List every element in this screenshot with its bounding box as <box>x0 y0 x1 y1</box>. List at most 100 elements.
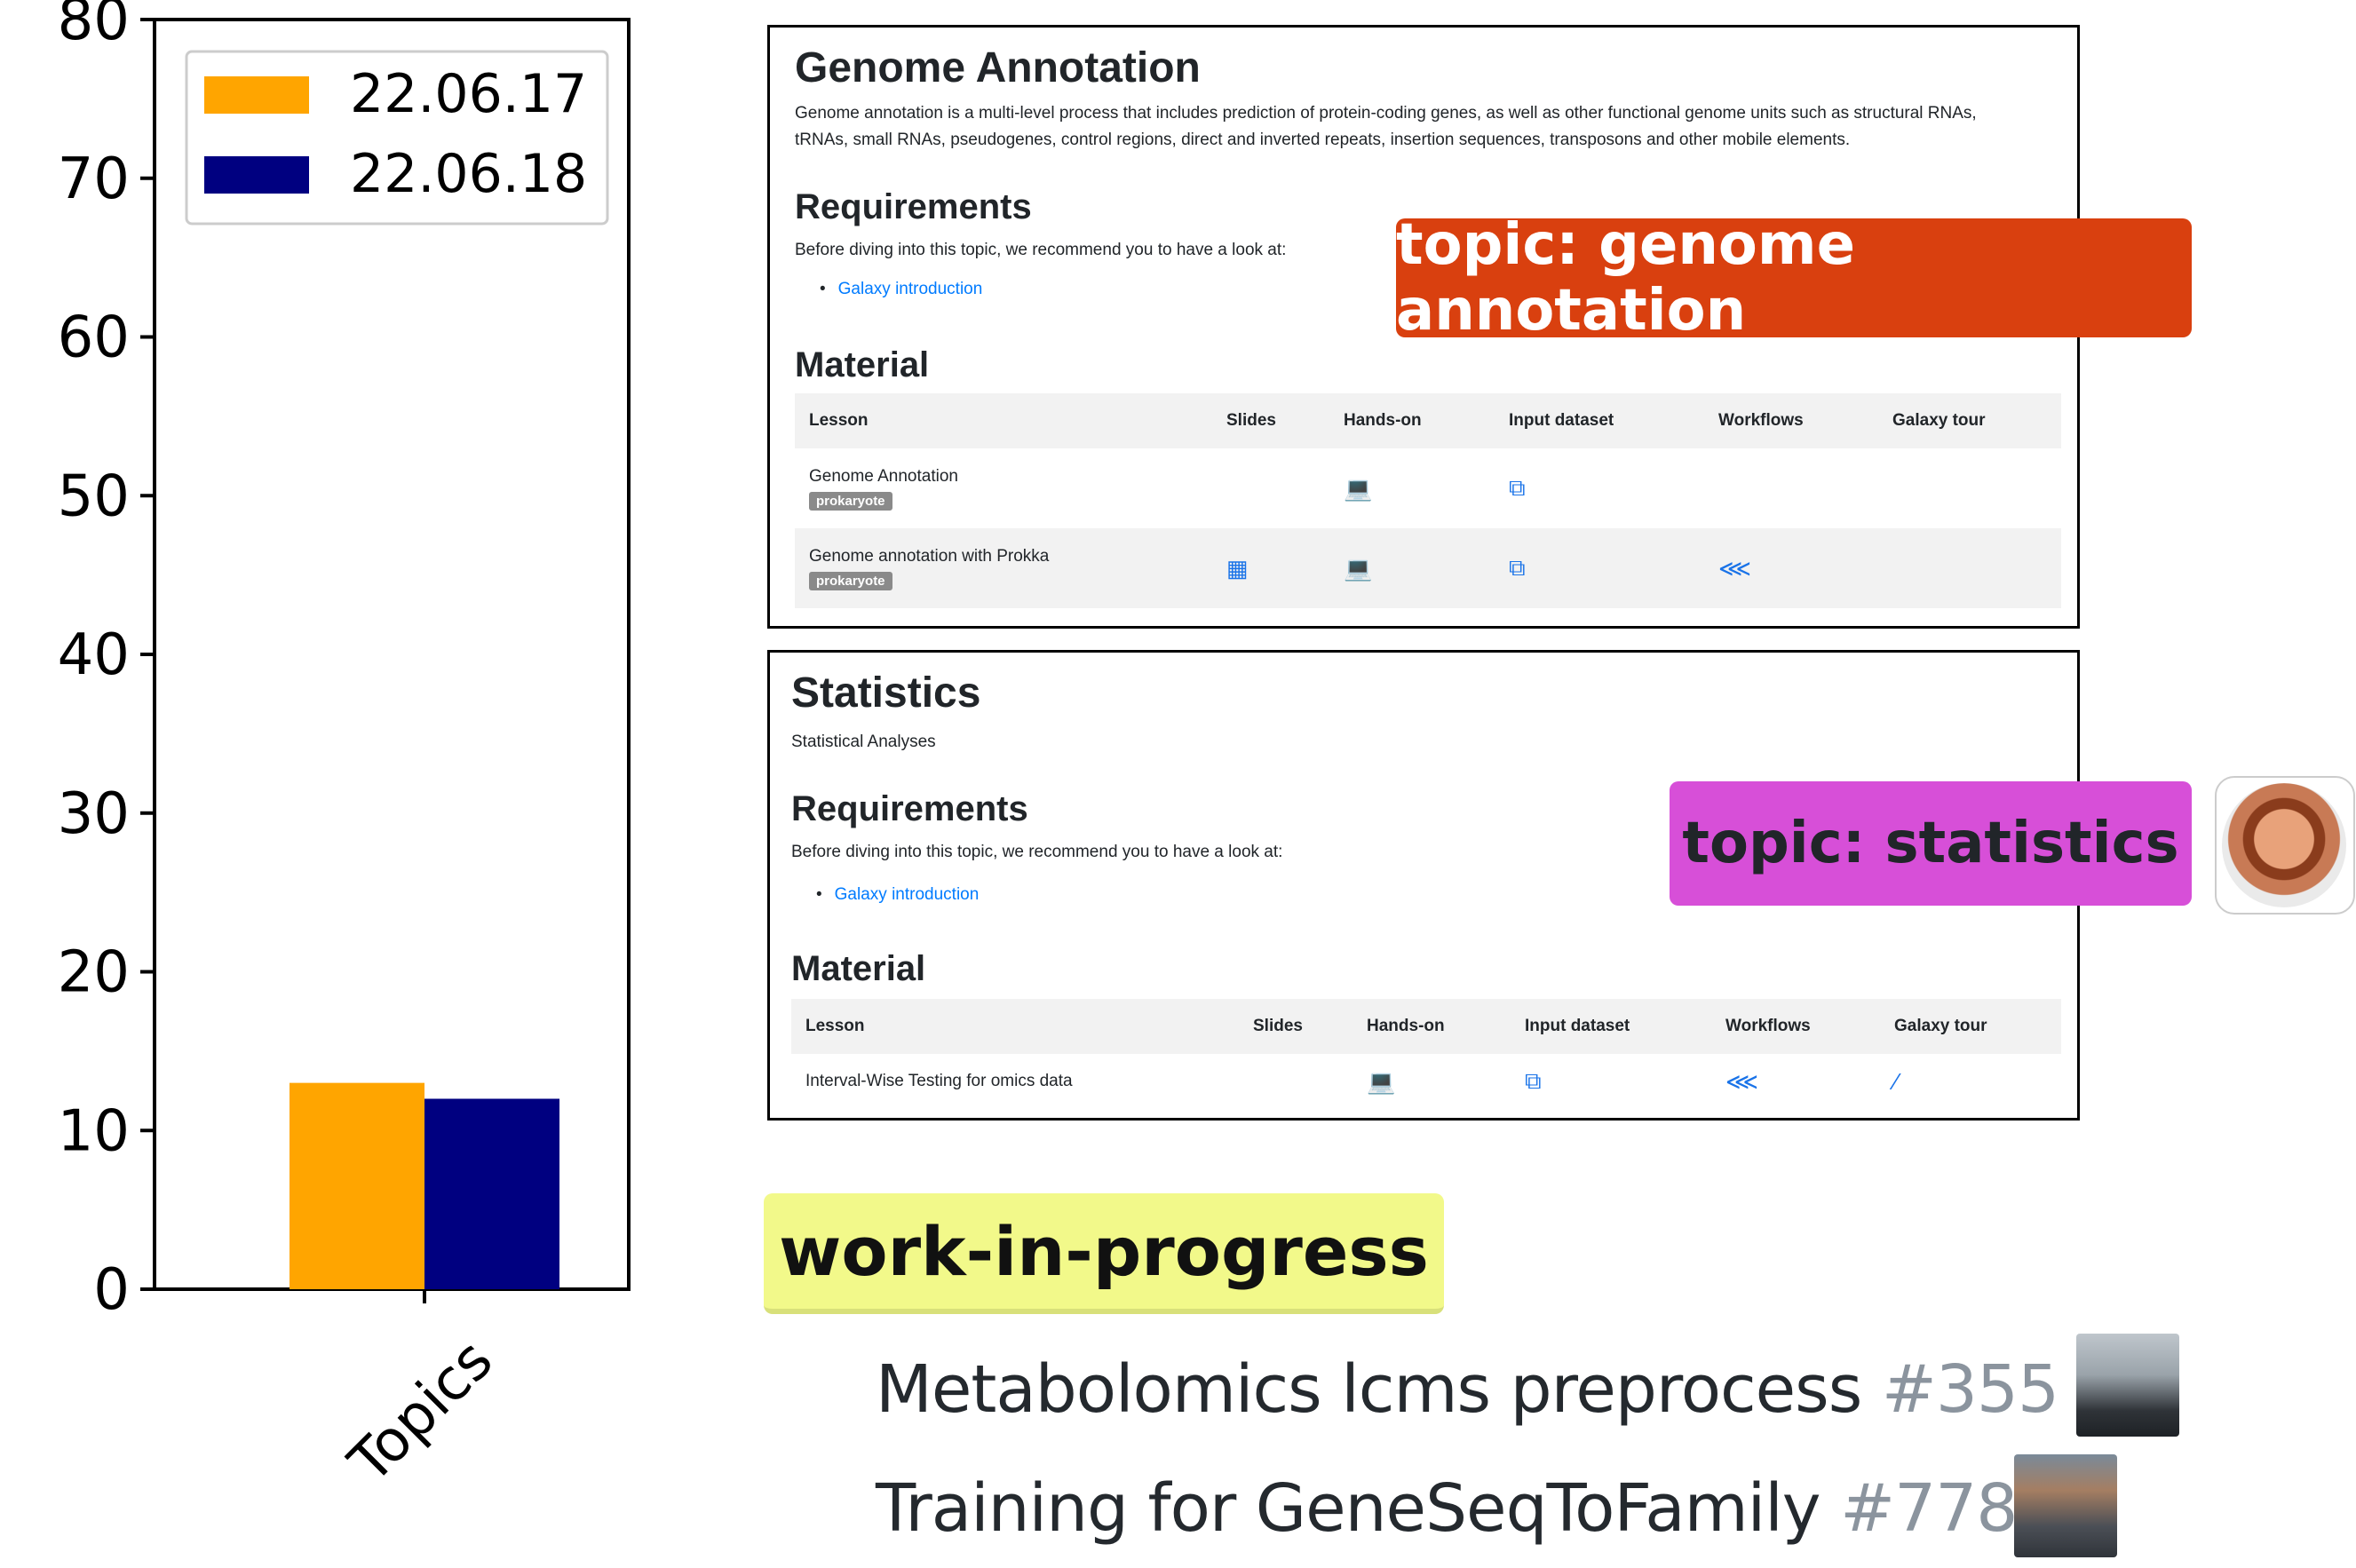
input-dataset-cell: ⧉ <box>1495 528 1704 608</box>
legend-swatch <box>204 156 309 194</box>
statistics-material-table: Lesson Slides Hands-on Input dataset Wor… <box>791 999 2061 1109</box>
column-header: Lesson <box>791 999 1239 1054</box>
avatar-photo <box>2222 783 2346 907</box>
genome-material-heading: Material <box>795 345 930 384</box>
hands-on-cell: 💻 <box>1329 528 1495 608</box>
copy-icon[interactable]: ⧉ <box>1509 474 1526 501</box>
genome-requirements-heading: Requirements <box>795 187 1032 226</box>
avatar[interactable] <box>2215 776 2355 915</box>
requirements-item: Galaxy introduction <box>816 885 980 905</box>
column-header: Input dataset <box>1511 999 1711 1054</box>
column-header: Workflows <box>1711 999 1880 1054</box>
lesson-link[interactable]: Genome Annotation <box>809 466 958 486</box>
magic-wand-icon[interactable]: ⁄ <box>1894 1067 1899 1095</box>
laptop-icon[interactable]: 💻 <box>1344 474 1373 502</box>
column-header: Slides <box>1212 393 1329 448</box>
tag-badge[interactable]: prokaryote <box>809 491 892 511</box>
work-in-progress-label[interactable]: work-in-progress <box>764 1193 1444 1314</box>
legend-label: 22.06.17 <box>350 63 587 125</box>
lesson-link[interactable]: Genome annotation with Prokka <box>809 546 1050 566</box>
genome-requirements-text: Before diving into this topic, we recomm… <box>795 241 1287 259</box>
table-row: Genome Annotation prokaryote 💻 ⧉ <box>795 448 2061 528</box>
slides-cell <box>1239 1054 1353 1109</box>
statistics-requirements-heading: Requirements <box>791 789 1028 828</box>
input-dataset-cell: ⧉ <box>1511 1054 1711 1109</box>
share-icon[interactable]: ⋘ <box>1725 1067 1758 1095</box>
legend-swatch <box>204 76 309 114</box>
y-tick-label: 0 <box>93 1257 130 1323</box>
table-row: Genome annotation with Prokka prokaryote… <box>795 528 2061 608</box>
avatar[interactable] <box>2014 1454 2117 1557</box>
statistics-material-heading: Material <box>791 949 926 988</box>
galaxy-introduction-link[interactable]: Galaxy introduction <box>834 885 980 904</box>
bar-22.06.18 <box>424 1098 559 1289</box>
column-header: Input dataset <box>1495 393 1704 448</box>
statistics-requirements-list: Galaxy introduction <box>816 885 980 905</box>
table-header-row: Lesson Slides Hands-on Input dataset Wor… <box>791 999 2061 1054</box>
column-header: Hands-on <box>1329 393 1495 448</box>
genome-material-table: Lesson Slides Hands-on Input dataset Wor… <box>795 393 2061 608</box>
workflows-cell <box>1704 448 1878 528</box>
workflows-cell: ⋘ <box>1711 1054 1880 1109</box>
lesson-cell: Genome Annotation prokaryote <box>795 448 1212 528</box>
laptop-icon[interactable]: 💻 <box>1367 1067 1396 1095</box>
column-header: Lesson <box>795 393 1212 448</box>
y-tick-label: 10 <box>58 1098 130 1164</box>
statistics-subtitle: Statistical Analyses <box>791 733 936 751</box>
requirements-item: Galaxy introduction <box>820 280 983 299</box>
column-header: Workflows <box>1704 393 1878 448</box>
column-header: Hands-on <box>1353 999 1511 1054</box>
input-dataset-cell: ⧉ <box>1495 448 1704 528</box>
topic-genome-annotation-label[interactable]: topic: genome annotation <box>1396 212 2192 344</box>
y-tick-label: 40 <box>58 622 130 688</box>
y-tick-label: 60 <box>58 305 130 371</box>
statistics-requirements-text: Before diving into this topic, we recomm… <box>791 843 1283 861</box>
y-tick-label: 20 <box>58 940 130 1006</box>
genome-description-line1: Genome annotation is a multi-level proce… <box>795 104 1977 123</box>
legend-label: 22.06.18 <box>350 143 587 205</box>
genome-annotation-card: Genome Annotation Genome annotation is a… <box>767 25 2080 629</box>
pull-request-title[interactable]: Training for GeneSeqToFamily <box>876 1470 1821 1547</box>
share-icon[interactable]: ⋘ <box>1718 554 1751 582</box>
column-header: Slides <box>1239 999 1353 1054</box>
pull-request-item[interactable]: Metabolomics lcms preprocess #355 <box>876 1351 2059 1428</box>
statistics-title: Statistics <box>791 669 981 717</box>
table-header-row: Lesson Slides Hands-on Input dataset Wor… <box>795 393 2061 448</box>
y-tick-label: 70 <box>58 147 130 212</box>
bar-chart: 0 10 20 30 40 50 60 70 80 Topics 22.06.17 22.06.18 <box>58 0 631 1496</box>
x-tick-label: Topics <box>337 1327 505 1496</box>
galaxy-introduction-link[interactable]: Galaxy introduction <box>837 280 983 298</box>
genome-title: Genome Annotation <box>795 44 1201 91</box>
pull-request-item[interactable]: Training for GeneSeqToFamily #778 <box>876 1470 2018 1547</box>
lesson-cell: Genome annotation with Prokka prokaryote <box>795 528 1212 608</box>
avatar[interactable] <box>2076 1334 2179 1437</box>
y-tick-label: 80 <box>58 0 130 53</box>
slides-cell: ▦ <box>1212 528 1329 608</box>
galaxy-tour-cell: ⁄ <box>1880 1054 2061 1109</box>
column-header: Galaxy tour <box>1880 999 2061 1054</box>
column-header: Galaxy tour <box>1878 393 2061 448</box>
topic-statistics-label[interactable]: topic: statistics <box>1670 781 2192 906</box>
slideshare-icon[interactable]: ▦ <box>1226 554 1249 582</box>
pull-request-title[interactable]: Metabolomics lcms preprocess <box>876 1351 1862 1428</box>
tag-badge[interactable]: prokaryote <box>809 571 892 590</box>
bar-22.06.17 <box>290 1082 424 1289</box>
workflows-cell: ⋘ <box>1704 528 1878 608</box>
hands-on-cell: 💻 <box>1329 448 1495 528</box>
genome-requirements-list: Galaxy introduction <box>820 280 983 299</box>
y-tick-label: 50 <box>58 463 130 529</box>
genome-description-line2: tRNAs, small RNAs, pseudogenes, control … <box>795 131 1851 149</box>
hands-on-cell: 💻 <box>1353 1054 1511 1109</box>
galaxy-tour-cell <box>1878 448 2061 528</box>
slides-cell <box>1212 448 1329 528</box>
copy-icon[interactable]: ⧉ <box>1509 554 1526 581</box>
lesson-cell: Interval-Wise Testing for omics data <box>791 1054 1239 1109</box>
laptop-icon[interactable]: 💻 <box>1344 554 1373 582</box>
y-tick-label: 30 <box>58 781 130 847</box>
lesson-link[interactable]: Interval-Wise Testing for omics data <box>805 1072 1073 1090</box>
pull-request-number: #355 <box>1881 1351 2059 1428</box>
copy-icon[interactable]: ⧉ <box>1525 1067 1542 1094</box>
table-row: Interval-Wise Testing for omics data 💻 ⧉… <box>791 1054 2061 1109</box>
pull-request-number: #778 <box>1840 1470 2018 1547</box>
galaxy-tour-cell <box>1878 528 2061 608</box>
